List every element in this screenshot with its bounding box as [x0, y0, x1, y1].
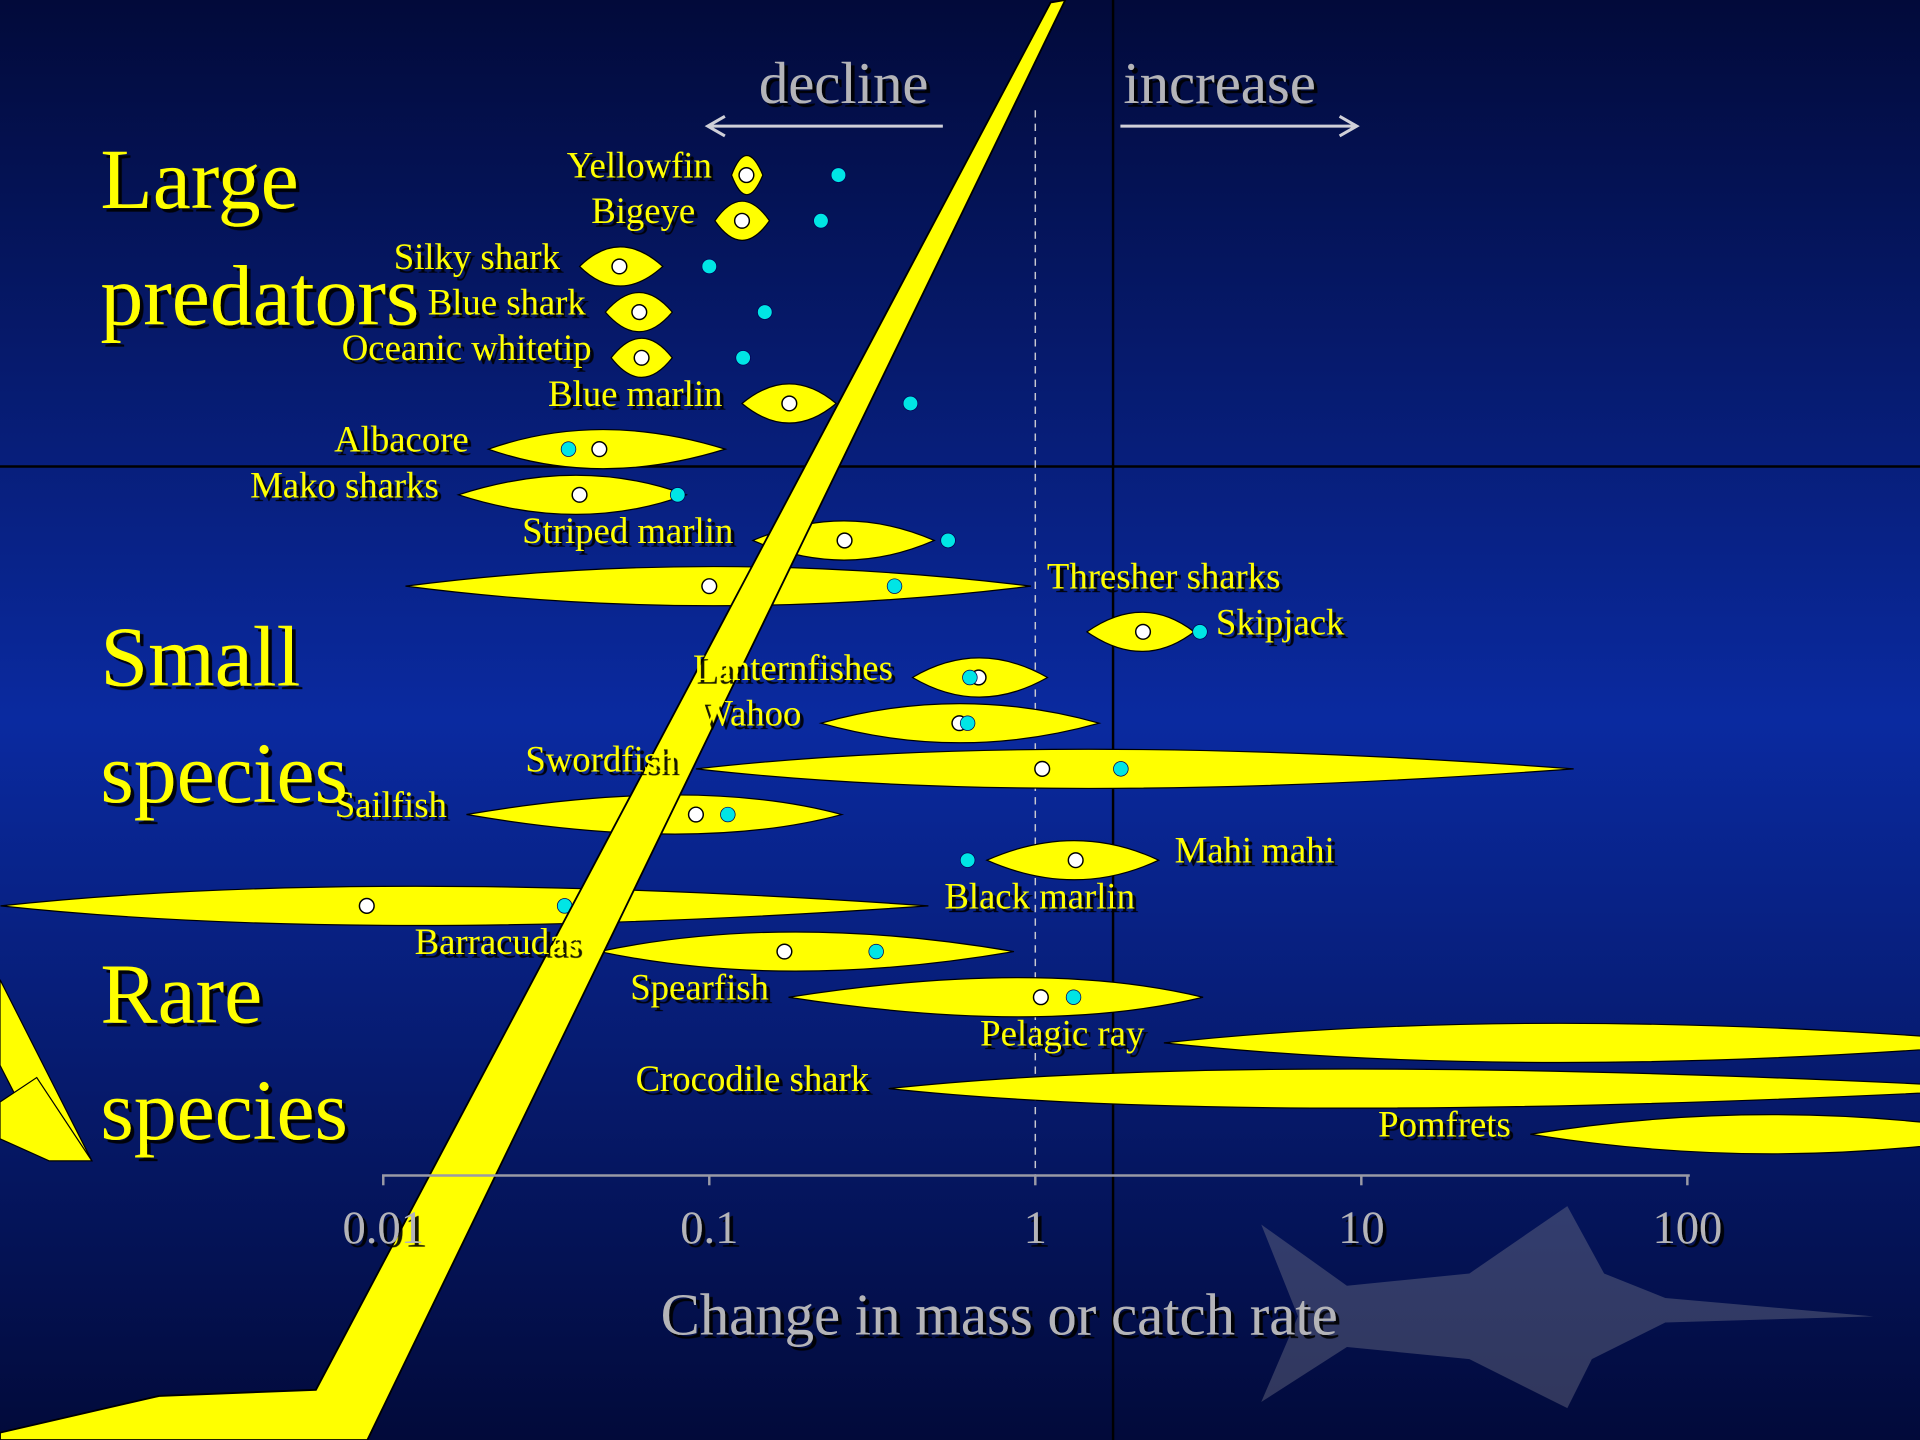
x-tick-label: 100 [1652, 1203, 1722, 1254]
species-label: Wahoo [698, 693, 801, 734]
cyan-estimate [1192, 624, 1208, 640]
species-label: Albacore [334, 419, 469, 460]
decline-label: decline [759, 51, 929, 116]
cyan-estimate [1065, 989, 1082, 1005]
group-label: species [100, 1063, 348, 1158]
species-label: Crocodile shark [636, 1058, 870, 1099]
cyan-estimate [886, 578, 903, 594]
cyan-estimate [902, 395, 919, 412]
white-estimate [358, 897, 375, 914]
increase-arrow [1120, 114, 1360, 138]
range-spindle [0, 885, 929, 927]
species-label: Sailfish [335, 784, 447, 825]
species-label: Black marlin [944, 875, 1135, 916]
species-label: Barracudas [415, 921, 580, 962]
white-estimate [591, 441, 608, 458]
cyan-estimate [701, 258, 717, 275]
range-spindle [788, 977, 1204, 1018]
white-estimate [836, 532, 853, 549]
cyan-estimate [868, 943, 884, 960]
white-estimate [571, 486, 588, 503]
cyan-estimate [560, 441, 577, 457]
white-estimate [1032, 989, 1049, 1006]
swordfish-silhouette [1261, 1206, 1874, 1409]
group-label: Rare [100, 946, 262, 1041]
range-spindle [599, 931, 1015, 972]
x-tick-label: 0.01 [343, 1203, 424, 1254]
cyan-estimate [735, 350, 751, 366]
cyan-estimate [940, 532, 956, 549]
x-tick-label: 0.1 [680, 1203, 738, 1254]
swoosh [0, 0, 1067, 1440]
white-estimate [701, 578, 718, 595]
species-label: Mahi mahi [1175, 830, 1335, 871]
cyan-estimate [813, 213, 829, 229]
species-label: Swordfish [525, 738, 676, 779]
white-estimate [633, 349, 650, 366]
range-spindle [695, 748, 1574, 790]
swoosh-fragment [0, 1076, 93, 1162]
group-label: Large [100, 132, 298, 227]
species-label: Skipjack [1216, 601, 1345, 642]
range-spindle [1163, 1022, 1920, 1064]
species-label: Spearfish [630, 967, 769, 1008]
white-estimate [1067, 852, 1084, 869]
species-label: Mako sharks [250, 464, 439, 505]
species-label: Striped marlin [522, 510, 733, 551]
white-estimate [631, 304, 648, 321]
white-estimate [781, 395, 798, 412]
cyan-estimate [959, 715, 976, 731]
x-axis-title: Change in mass or catch rate [661, 1283, 1338, 1348]
range-spindle [888, 1068, 1920, 1109]
group-label: predators [100, 248, 419, 343]
cyan-estimate [720, 806, 736, 823]
decline-arrow [704, 114, 943, 138]
range-spindle [1530, 1114, 1920, 1155]
range-spindle [405, 565, 1032, 607]
increase-label: increase [1123, 51, 1315, 116]
cyan-estimate [757, 304, 773, 320]
species-label: Pelagic ray [980, 1012, 1145, 1053]
species-label: Yellowfin [567, 145, 712, 186]
group-label: Small [100, 610, 300, 705]
white-estimate [687, 806, 705, 823]
cyan-estimate [669, 487, 686, 503]
white-estimate [738, 167, 755, 184]
cyan-estimate [959, 852, 976, 868]
cyan-estimate [830, 167, 847, 183]
species-label: Blue shark [428, 282, 587, 323]
white-estimate [776, 943, 793, 960]
group-label: species [100, 726, 348, 821]
white-estimate [733, 212, 751, 229]
x-tick-label: 10 [1338, 1203, 1385, 1254]
white-estimate [1034, 760, 1051, 777]
white-estimate [611, 258, 628, 275]
species-label: Lanternfishes [693, 647, 893, 688]
species-label: Bigeye [591, 190, 695, 231]
species-label: Pomfrets [1378, 1104, 1511, 1145]
white-estimate [1134, 623, 1152, 640]
species-label: Oceanic whitetip [342, 327, 592, 368]
species-label: Thresher sharks [1047, 556, 1281, 597]
species-label: Silky shark [394, 236, 561, 277]
species-label: Blue marlin [548, 373, 722, 414]
x-tick-label: 1 [1024, 1203, 1047, 1254]
cyan-estimate [962, 669, 978, 686]
cyan-estimate [1113, 761, 1129, 777]
